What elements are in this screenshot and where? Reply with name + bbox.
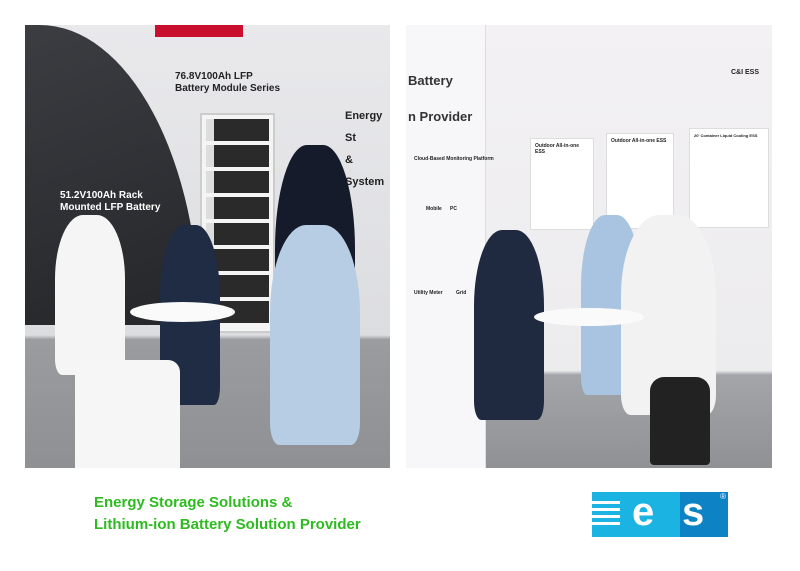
label-grid: Grid bbox=[456, 290, 467, 296]
sign-battery-module: 76.8V100Ah LFP Battery Module Series bbox=[175, 71, 281, 94]
sign-rack-battery: 51.2V100Ah Rack Mounted LFP Battery bbox=[60, 190, 161, 213]
sign-monitoring: Cloud-Based Monitoring Platform bbox=[414, 156, 494, 162]
red-banner bbox=[155, 25, 243, 37]
person bbox=[270, 225, 360, 445]
tagline-line-1: Energy Storage Solutions & bbox=[94, 494, 293, 511]
backpack bbox=[650, 377, 710, 465]
label-pc: PC bbox=[450, 206, 457, 212]
poster: Outdoor All-in-one ESS bbox=[606, 133, 674, 229]
poster: 20' Container Liquid Cooling ESS bbox=[689, 128, 769, 228]
person bbox=[474, 230, 544, 420]
sign-provider: Battery n Provider bbox=[408, 73, 473, 124]
round-table bbox=[534, 308, 644, 326]
label-utility-meter: Utility Meter bbox=[414, 290, 443, 296]
tagline-line-2: Lithium-ion Battery Solution Provider bbox=[94, 516, 361, 533]
sign-energy-storage: Energy St& System I bbox=[345, 110, 385, 210]
sign-ci-ess: C&I ESS bbox=[731, 69, 760, 76]
battery-rack bbox=[200, 113, 275, 333]
chair bbox=[75, 360, 180, 468]
booth-photo-right: Battery n Provider Cloud-Based Monitoring… bbox=[406, 25, 772, 468]
ees-logo: e s® ees bbox=[592, 490, 728, 537]
poster: Outdoor All-in-one ESS bbox=[530, 138, 594, 230]
round-table bbox=[130, 302, 235, 322]
label-mobile: Mobile bbox=[426, 206, 442, 212]
booth-photo-left: 76.8V100Ah LFP Battery Module Series 51.2… bbox=[25, 25, 390, 468]
person bbox=[55, 215, 125, 375]
